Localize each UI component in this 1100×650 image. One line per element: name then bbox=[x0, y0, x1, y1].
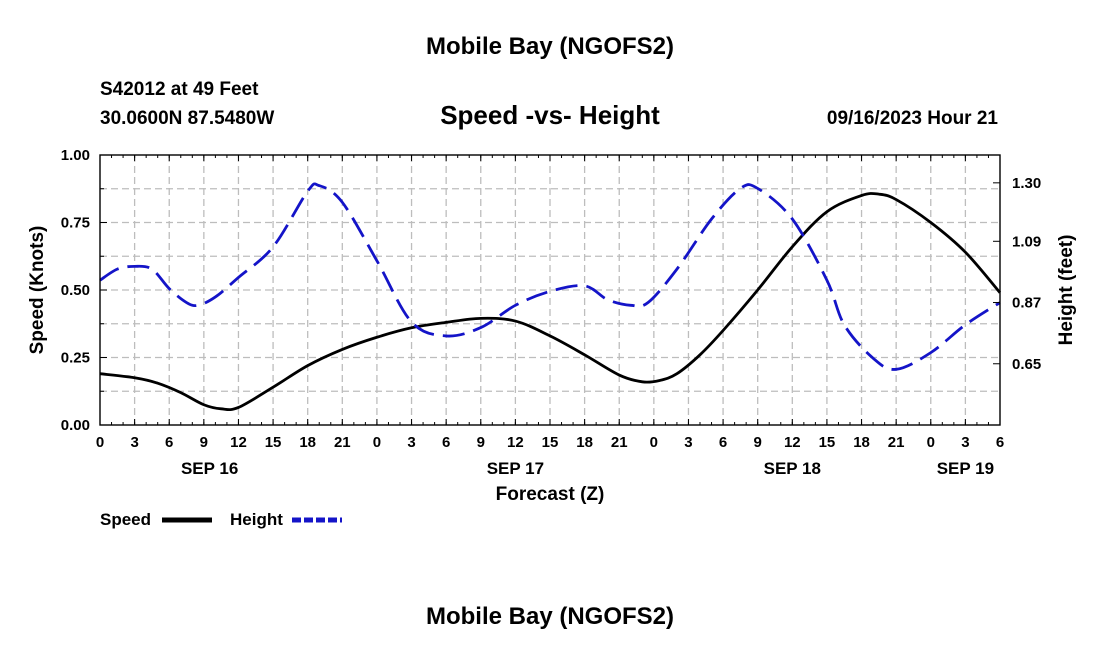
station-label: S42012 at 49 Feet bbox=[100, 79, 259, 100]
legend: Speed Height bbox=[100, 510, 342, 529]
y-tick-label: 0.50 bbox=[61, 282, 90, 299]
x-date-label: SEP 17 bbox=[487, 459, 544, 478]
series-group bbox=[99, 182, 1002, 412]
x-tick-label: 18 bbox=[853, 434, 870, 451]
station-coordinates: 30.0600N 87.5480W bbox=[100, 108, 274, 129]
axis-ticks: 0 3 6 9 12 15 18 21 0 3 6 9 12 15 18 21 0 3 6 9 12 15 18 21 0 3 6 0… bbox=[61, 147, 1041, 478]
x-tick-label: 9 bbox=[477, 434, 485, 451]
x-tick-label: 3 bbox=[684, 434, 692, 451]
x-tick-label: 12 bbox=[784, 434, 801, 451]
x-tick-label: 9 bbox=[754, 434, 762, 451]
x-tick-label: 0 bbox=[650, 434, 658, 451]
y-axis-title: Speed (Knots) bbox=[27, 226, 48, 355]
x-date-label: SEP 16 bbox=[181, 459, 238, 478]
x-tick-label: 3 bbox=[130, 434, 138, 451]
y2-tick-label: 1.09 bbox=[1012, 233, 1041, 250]
forecast-timestamp: 09/16/2023 Hour 21 bbox=[827, 108, 999, 129]
x-tick-label: 6 bbox=[442, 434, 450, 451]
x-tick-label: 15 bbox=[265, 434, 282, 451]
x-tick-label: 9 bbox=[200, 434, 208, 451]
x-tick-label: 0 bbox=[373, 434, 381, 451]
footer-title: Mobile Bay (NGOFS2) bbox=[426, 603, 674, 630]
x-axis-title: Forecast (Z) bbox=[496, 484, 605, 505]
x-tick-label: 18 bbox=[299, 434, 316, 451]
x-tick-label: 21 bbox=[888, 434, 905, 451]
x-date-label: SEP 19 bbox=[937, 459, 994, 478]
x-tick-label: 6 bbox=[996, 434, 1004, 451]
x-tick-label: 15 bbox=[542, 434, 559, 451]
x-tick-label: 21 bbox=[611, 434, 628, 451]
x-tick-label: 6 bbox=[165, 434, 173, 451]
x-tick-label: 18 bbox=[576, 434, 593, 451]
grid-lines bbox=[100, 155, 1000, 425]
x-tick-label: 3 bbox=[961, 434, 969, 451]
y-tick-label: 0.25 bbox=[61, 350, 90, 367]
y2-tick-label: 1.30 bbox=[1012, 175, 1041, 192]
legend-speed-label: Speed bbox=[100, 510, 151, 529]
x-tick-label: 6 bbox=[719, 434, 727, 451]
y2-tick-label: 0.87 bbox=[1012, 295, 1041, 312]
y-tick-label: 1.00 bbox=[61, 147, 90, 164]
x-tick-label: 3 bbox=[407, 434, 415, 451]
x-tick-label: 12 bbox=[507, 434, 524, 451]
x-tick-label: 15 bbox=[819, 434, 836, 451]
y2-tick-label: 0.65 bbox=[1012, 356, 1041, 373]
y-tick-label: 0.75 bbox=[61, 215, 90, 232]
series-line-speed bbox=[99, 192, 1002, 412]
x-tick-label: 0 bbox=[927, 434, 935, 451]
legend-height-label: Height bbox=[230, 510, 283, 529]
x-tick-label: 12 bbox=[230, 434, 247, 451]
series-line-height bbox=[99, 182, 1001, 371]
y-tick-label: 0.00 bbox=[61, 417, 90, 434]
chart-title: Speed -vs- Height bbox=[440, 100, 660, 130]
x-date-label: SEP 18 bbox=[764, 459, 821, 478]
chart-page-title: Mobile Bay (NGOFS2) bbox=[426, 33, 674, 60]
x-tick-label: 21 bbox=[334, 434, 351, 451]
x-tick-label: 0 bbox=[96, 434, 104, 451]
y2-axis-title: Height (feet) bbox=[1056, 235, 1077, 346]
